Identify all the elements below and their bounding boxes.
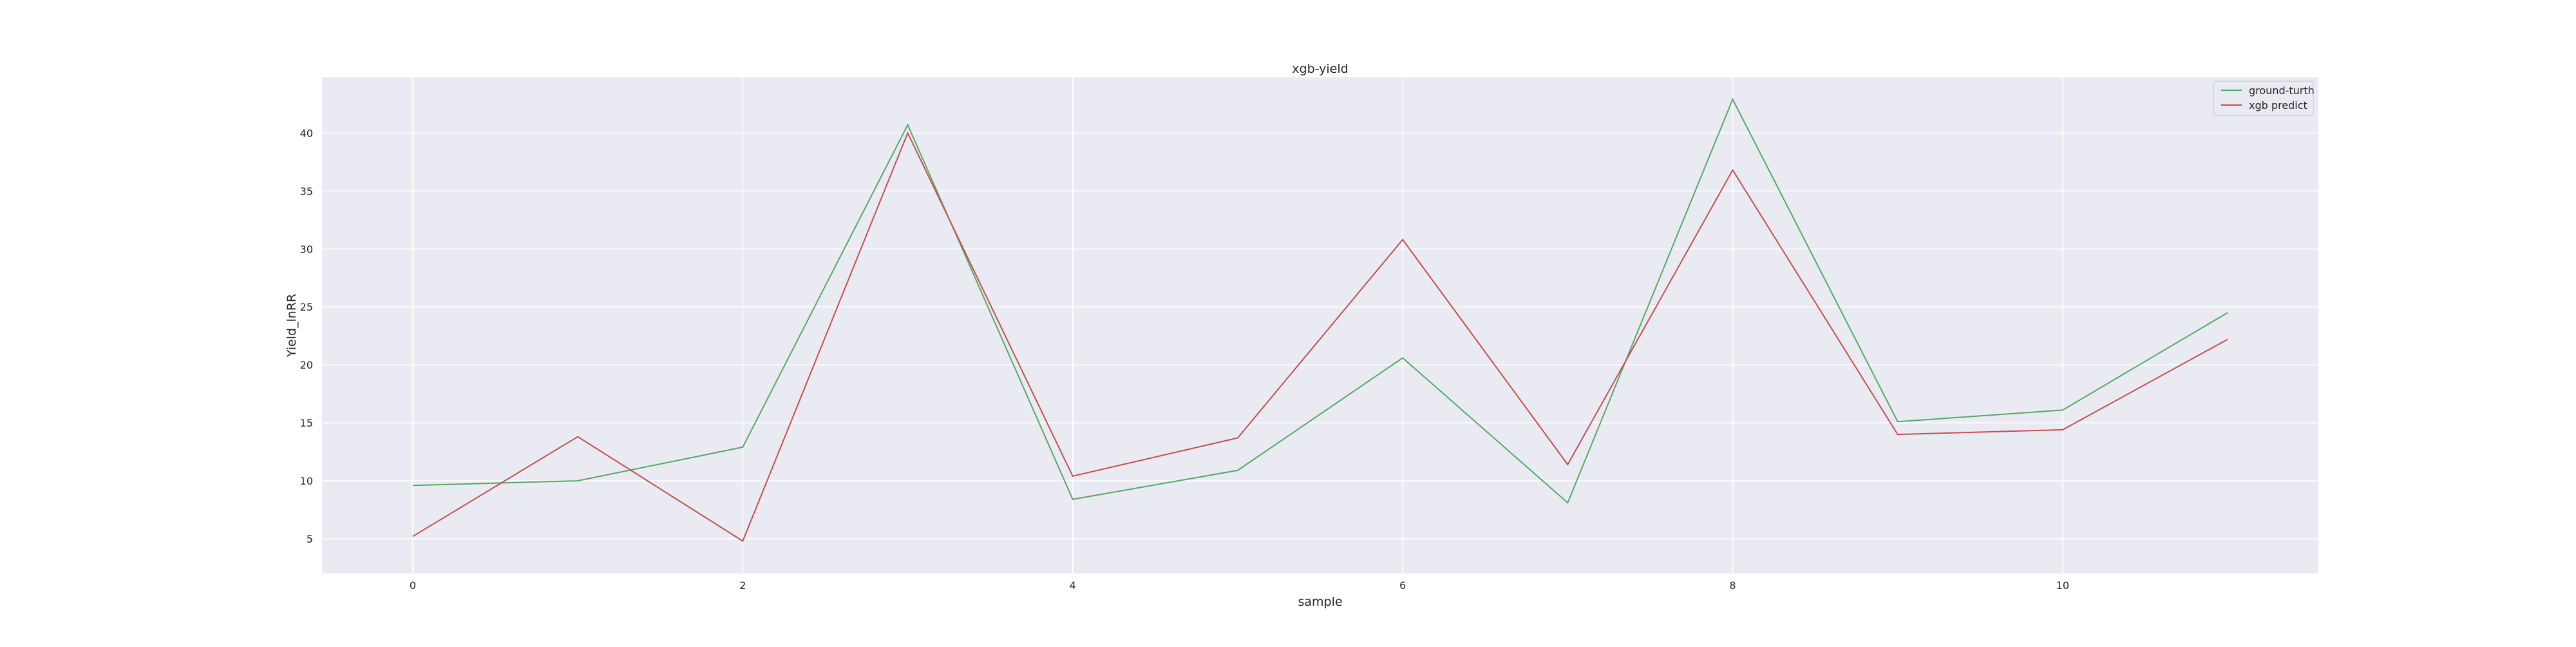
legend-label-ground-turth: ground-turth — [2249, 84, 2315, 97]
grid-lines — [322, 77, 2318, 574]
y-tick-label: 25 — [300, 301, 313, 313]
y-tick-label: 30 — [300, 243, 313, 255]
legend: ground-turth xgb predict — [2213, 81, 2315, 116]
x-tick-label: 4 — [1070, 579, 1076, 592]
y-tick-label: 35 — [300, 185, 313, 197]
x-tick-label: 6 — [1399, 579, 1406, 592]
x-tick-label: 8 — [1729, 579, 1736, 592]
series-line-xgb-predict — [412, 131, 2228, 543]
legend-label-xgb-predict: xgb predict — [2249, 99, 2307, 111]
y-tick-label: 20 — [300, 359, 313, 371]
y-tick-label: 15 — [300, 417, 313, 429]
series-lines — [412, 97, 2228, 543]
x-tick-label: 10 — [2056, 579, 2069, 592]
x-axis-label: sample — [1298, 595, 1342, 609]
x-tick-label: 2 — [739, 579, 746, 592]
y-tick-label: 5 — [307, 533, 313, 545]
chart-title: xgb-yield — [1292, 62, 1348, 76]
y-tick-label: 40 — [300, 127, 313, 139]
plot-area-background — [322, 77, 2318, 574]
x-tick-label: 0 — [410, 579, 416, 592]
y-axis-label: Yield_lnRR — [285, 294, 299, 358]
x-tick-labels: 0 2 4 6 8 10 — [410, 579, 2069, 592]
series-line-ground-turth — [412, 97, 2228, 504]
y-tick-labels: 5 10 15 20 25 30 35 40 — [300, 127, 313, 545]
y-tick-label: 10 — [300, 475, 313, 487]
